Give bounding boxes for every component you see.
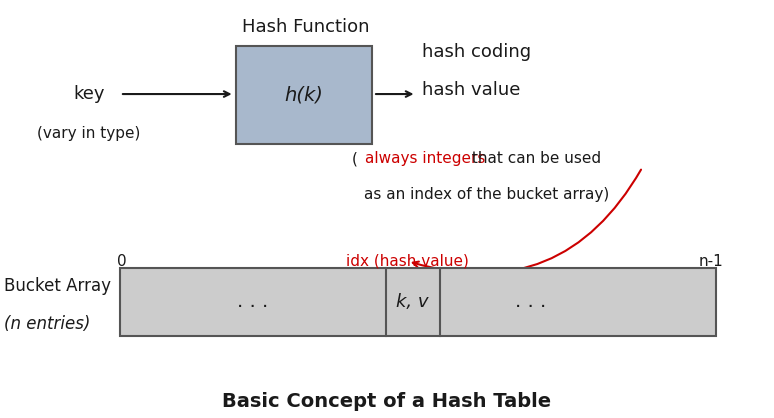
Text: (vary in type): (vary in type) [37, 126, 141, 141]
Text: that can be used: that can be used [467, 151, 601, 166]
Text: h(k): h(k) [284, 86, 324, 104]
Text: always integers: always integers [365, 151, 485, 166]
FancyBboxPatch shape [236, 46, 372, 144]
Text: n-1: n-1 [698, 254, 723, 269]
Text: Basic Concept of a Hash Table: Basic Concept of a Hash Table [222, 392, 552, 411]
Text: hash coding: hash coding [422, 43, 531, 61]
FancyBboxPatch shape [120, 268, 716, 336]
Text: . . .: . . . [515, 292, 546, 311]
Text: Hash Function: Hash Function [242, 18, 369, 36]
Text: hash value: hash value [422, 81, 520, 99]
Text: k, v: k, v [396, 293, 429, 311]
Text: (: ( [352, 151, 358, 166]
Text: Bucket Array: Bucket Array [4, 277, 111, 296]
Text: key: key [74, 85, 104, 103]
Text: 0: 0 [118, 254, 127, 269]
Text: . . .: . . . [238, 292, 269, 311]
Text: idx (hash value): idx (hash value) [347, 254, 469, 269]
Text: (n entries): (n entries) [4, 315, 91, 333]
Text: as an index of the bucket array): as an index of the bucket array) [364, 187, 609, 202]
